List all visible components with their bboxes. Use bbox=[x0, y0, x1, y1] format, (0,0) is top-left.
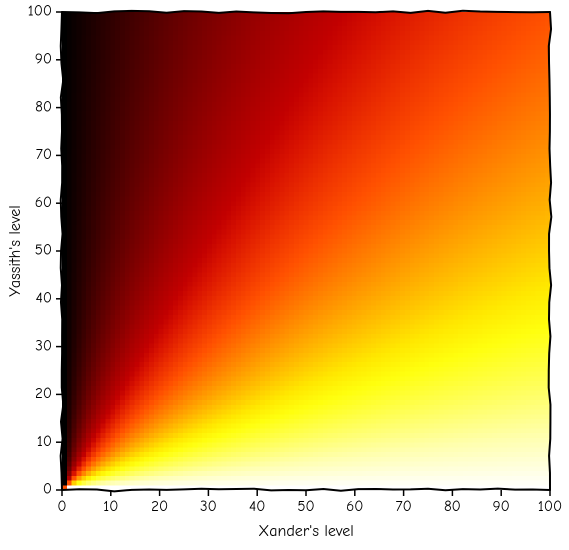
plot-area bbox=[62, 12, 550, 490]
x-tick-label: 10 bbox=[103, 497, 118, 515]
y-tick-label: 80 bbox=[35, 97, 52, 115]
x-tick-label: 90 bbox=[493, 497, 510, 515]
x-tick-label: 30 bbox=[200, 497, 217, 515]
chart-container: 0 10 20 30 40 50 60 70 80 90 100 0 10 20 30 40 50 60 70 80 9… bbox=[0, 0, 569, 550]
y-tick-label: 20 bbox=[35, 384, 52, 402]
x-tick-label: 50 bbox=[297, 497, 314, 515]
x-tick-label: 70 bbox=[395, 497, 411, 515]
y-tick-label: 60 bbox=[35, 193, 52, 211]
y-axis-label: Yassith's level bbox=[6, 205, 24, 296]
y-axis: 0 10 20 30 40 50 60 70 80 90 100 bbox=[28, 2, 62, 498]
y-tick-label: 70 bbox=[36, 145, 52, 163]
x-tick-label: 40 bbox=[249, 497, 265, 515]
x-tick-label: 100 bbox=[538, 497, 562, 515]
y-tick-label: 10 bbox=[37, 432, 52, 450]
x-axis-label: Xander's level bbox=[258, 522, 353, 540]
x-axis: 0 10 20 30 40 50 60 70 80 90 100 bbox=[57, 490, 562, 515]
y-tick-label: 0 bbox=[43, 480, 52, 498]
y-tick-label: 40 bbox=[36, 288, 52, 306]
x-tick-label: 20 bbox=[151, 497, 168, 515]
y-tick-label: 90 bbox=[35, 49, 52, 67]
x-tick-label: 0 bbox=[57, 497, 66, 515]
y-tick-label: 100 bbox=[28, 2, 52, 20]
y-tick-label: 30 bbox=[35, 336, 52, 354]
x-tick-label: 60 bbox=[346, 497, 363, 515]
x-tick-label: 80 bbox=[444, 497, 461, 515]
heatmap-canvas bbox=[62, 12, 550, 490]
y-tick-label: 50 bbox=[35, 241, 52, 259]
